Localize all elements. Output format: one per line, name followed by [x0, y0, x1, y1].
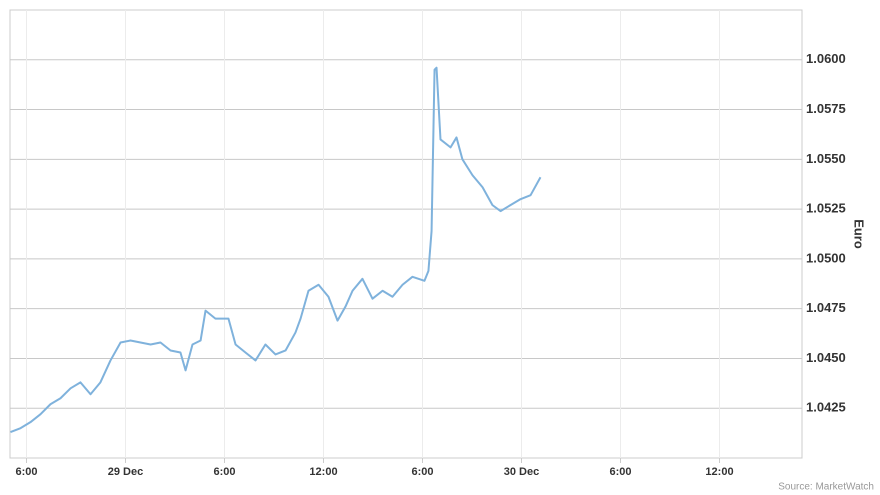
x-tick-label: 12:00 — [705, 466, 733, 478]
y-tick-label: 1.0575 — [806, 101, 846, 116]
y-tick-label: 1.0450 — [806, 350, 846, 365]
y-axis-label: Euro — [852, 219, 867, 249]
source: Source: MarketWatch — [778, 482, 874, 493]
x-tick-label: 12:00 — [309, 466, 337, 478]
x-tick-label: 30 Dec — [504, 466, 539, 478]
plot-frame — [9, 9, 803, 459]
y-tick-label: 1.0600 — [806, 51, 846, 66]
x-tick-label: 6:00 — [609, 466, 631, 478]
x-tick-label: 29 Dec — [108, 466, 143, 478]
y-tick-label: 1.0475 — [806, 300, 846, 315]
y-tick-label: 1.0425 — [806, 400, 846, 415]
line — [10, 66, 542, 434]
x-tick-label: 6:00 — [15, 466, 37, 478]
x-tick-label: 6:00 — [213, 466, 235, 478]
x-tick-label: 6:00 — [411, 466, 433, 478]
y-tick-label: 1.0500 — [806, 250, 846, 265]
y-tick-label: 1.0525 — [806, 201, 846, 216]
y-tick-label: 1.0550 — [806, 151, 846, 166]
